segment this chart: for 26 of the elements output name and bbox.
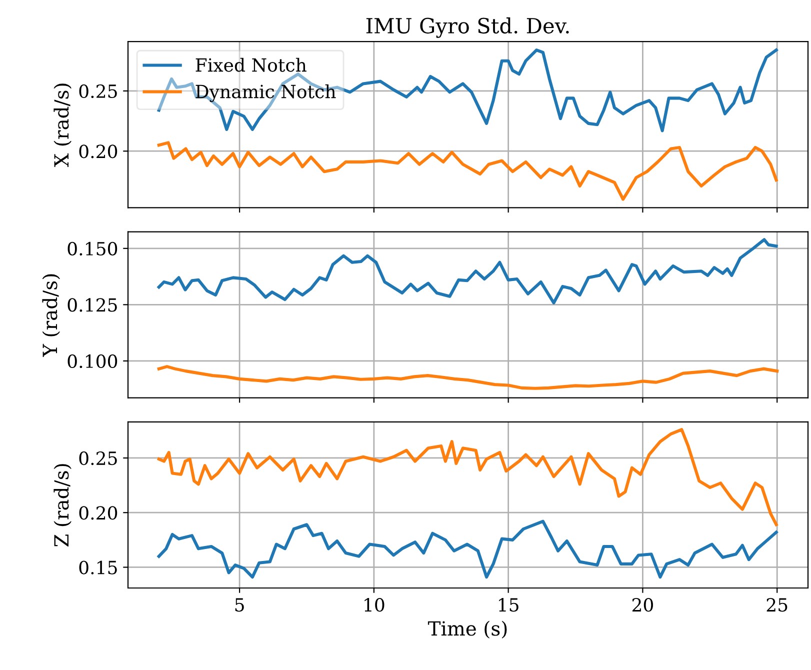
x-tick-label: 20 [632,598,653,612]
line-series [157,238,778,304]
y-tick-label: 0.15 [79,560,117,574]
x-tick-label: 25 [766,598,788,612]
line-series [157,520,778,579]
y-tick-label: 0.20 [79,506,118,520]
y-tick-label: 0.25 [79,84,117,98]
line-series [157,365,779,390]
x-tick-label: 10 [364,598,384,612]
y-axis-title: Y (rad/s) [42,274,60,358]
line-series [157,48,778,132]
y-tick-label: 0.20 [79,144,118,158]
y-tick-label: 0.150 [68,242,118,256]
x-tick-label: 15 [499,598,518,612]
line-series [157,141,778,201]
y-tick-label: 0.125 [68,298,117,312]
x-axis-title: Time (s) [428,620,507,639]
legend-label: Fixed Notch [196,58,306,72]
x-tick-label: 5 [235,598,244,612]
chart-title: IMU Gyro Std. Dev. [366,17,569,38]
line-series [157,428,778,526]
y-tick-label: 0.25 [79,451,117,466]
legend-label: Dynamic Notch [196,84,336,102]
y-tick-label: 0.100 [68,354,118,368]
y-axis-title: X (rad/s) [54,84,72,168]
y-axis-title: Z (rad/s) [54,464,72,546]
